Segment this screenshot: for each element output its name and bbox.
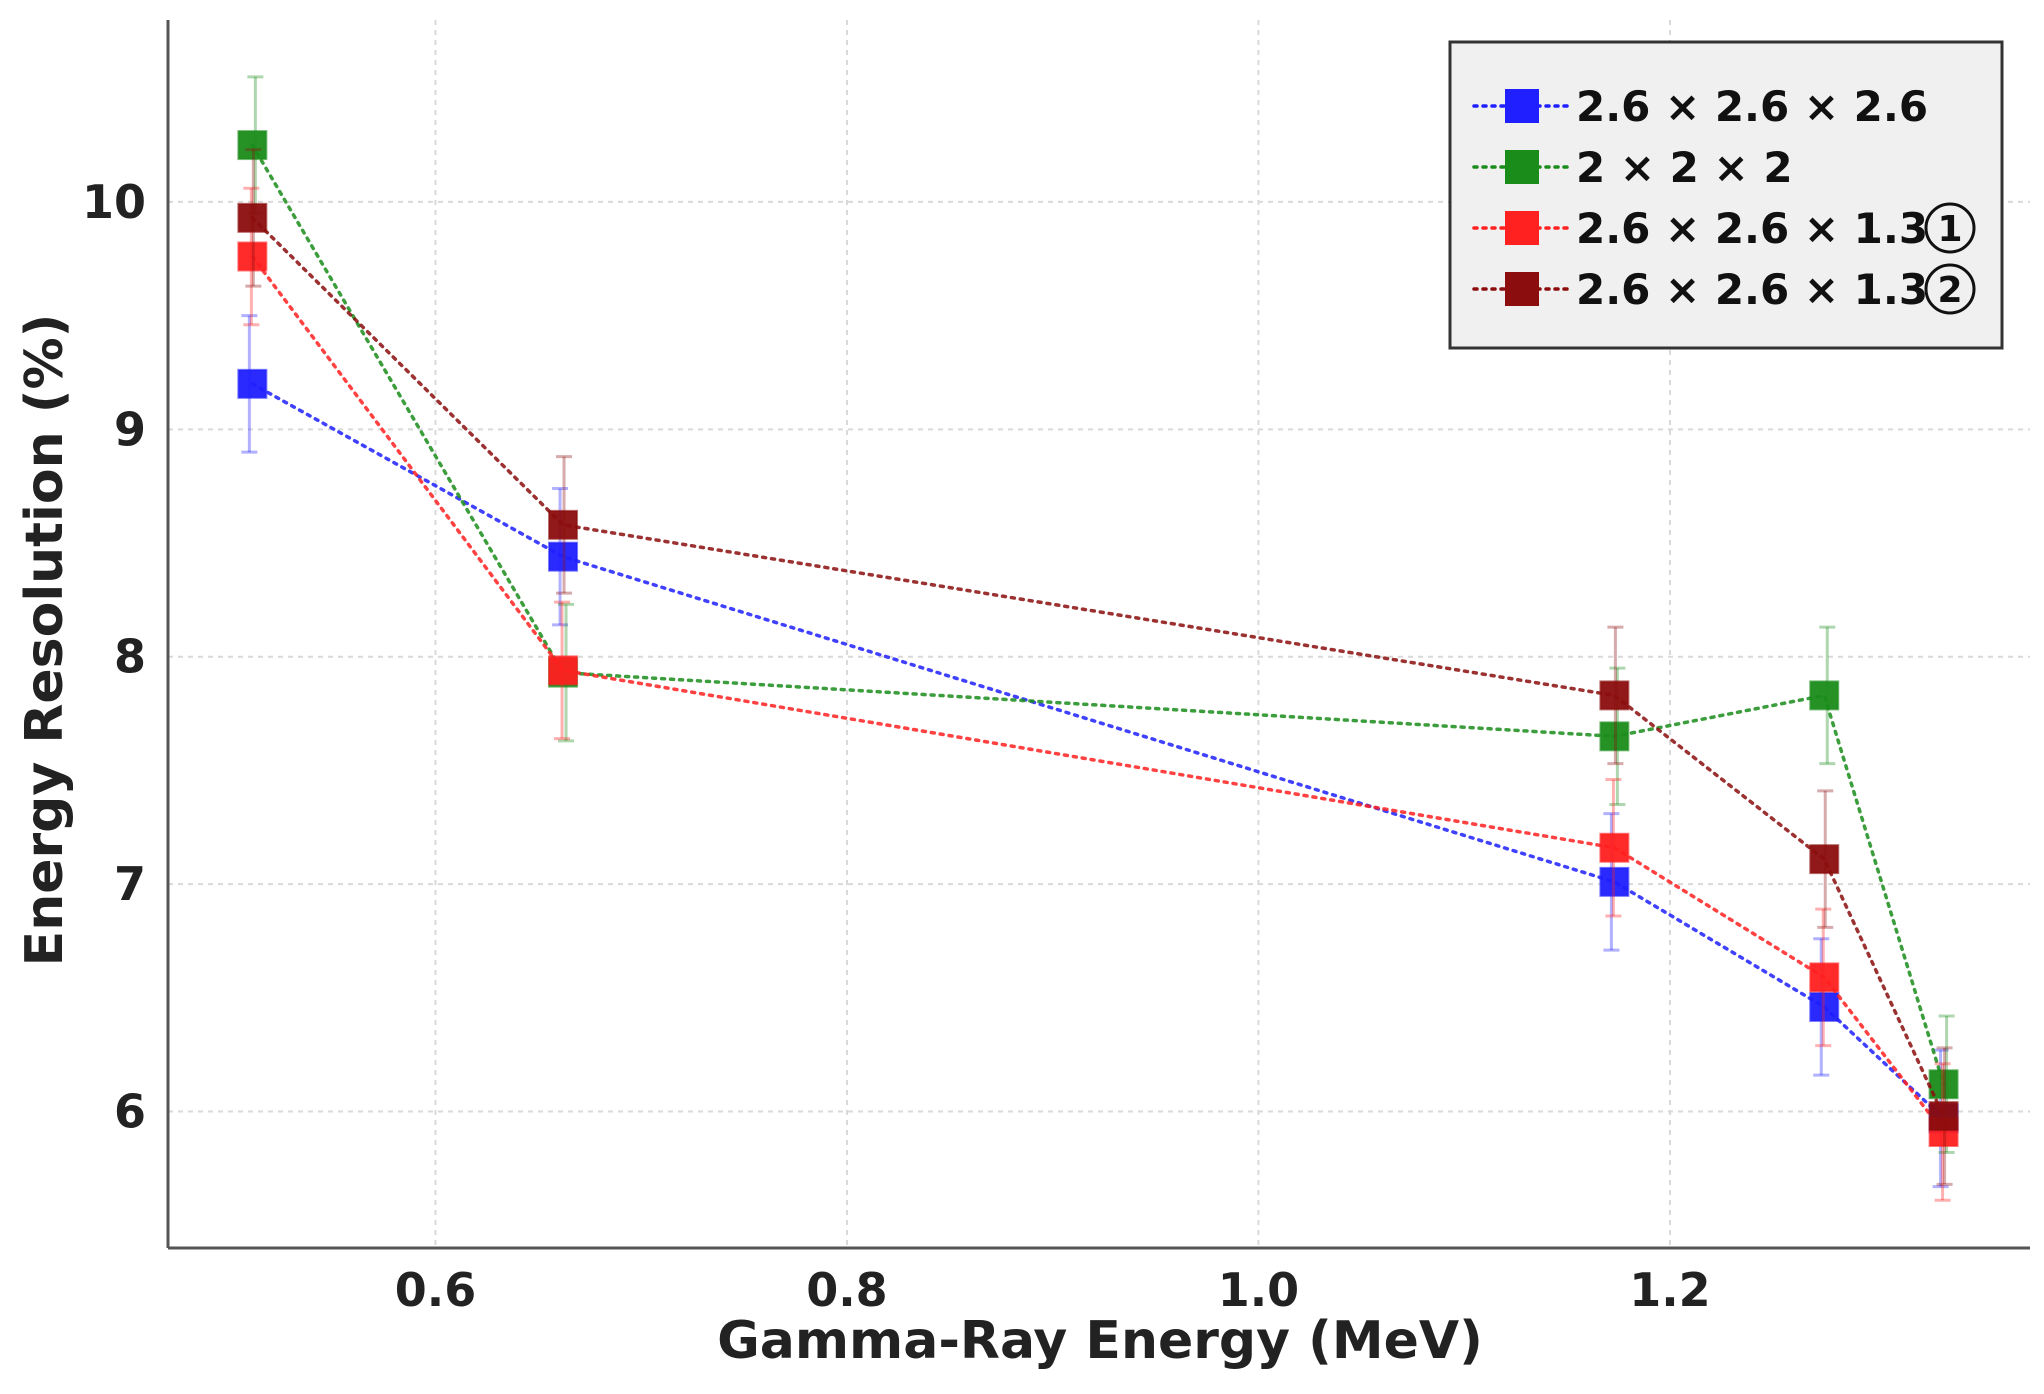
data-point (1599, 866, 1630, 897)
data-point (1809, 962, 1840, 993)
x-tick-label: 0.8 (806, 1263, 888, 1317)
axes-layer: 0.6 0.8 1.0 1.2 6 7 8 9 10 (82, 20, 2030, 1317)
x-tick-label: 1.0 (1218, 1263, 1300, 1317)
legend: 2.6 × 2.6 × 2.6 2 × 2 × 2 2.6 × 2.6 × 1.3 1… (1448, 40, 2004, 350)
legend-marker (1505, 150, 1539, 184)
x-tick-label: 1.2 (1629, 1263, 1711, 1317)
y-tick-label: 10 (82, 175, 146, 229)
data-point (1809, 991, 1840, 1022)
y-tick-label: 6 (114, 1085, 146, 1139)
legend-marker (1505, 272, 1539, 306)
legend-label: 2.6 × 2.6 × 1.3 (1576, 265, 1928, 314)
legend-entry: 2.6 × 2.6 × 1.3 2 (1472, 263, 1976, 315)
legend-circle-number: 1 (1937, 209, 1962, 250)
legend-box (1448, 40, 2004, 350)
legend-label: 2 × 2 × 2 (1576, 143, 1793, 192)
data-point (237, 241, 268, 272)
x-tick-label: 0.6 (395, 1263, 477, 1317)
legend-entry: 2.6 × 2.6 × 2.6 (1472, 82, 1928, 131)
data-point (237, 368, 268, 399)
y-tick-label: 7 (114, 857, 146, 911)
x-axis-title: Gamma-Ray Energy (MeV) (717, 1311, 1483, 1371)
legend-marker (1505, 211, 1539, 245)
legend-circle-number: 2 (1937, 270, 1962, 311)
legend-entry: 2.6 × 2.6 × 1.3 1 (1472, 202, 1976, 254)
legend-circle-badge (1924, 263, 1976, 315)
series-3 (237, 186, 1959, 1202)
y-axis-title: Energy Resolution (%) (15, 314, 75, 967)
data-point (237, 202, 268, 233)
data-point (548, 541, 579, 572)
data-point (1809, 680, 1840, 711)
data-point (548, 509, 579, 540)
data-point (1599, 832, 1630, 863)
series-line (250, 216, 1946, 1118)
data-point (237, 130, 268, 161)
data-point (548, 655, 579, 686)
legend-circle-badge (1924, 202, 1976, 254)
series-line (250, 382, 1946, 1121)
legend-entry: 2 × 2 × 2 (1472, 143, 1793, 192)
series-layer (237, 75, 1959, 1202)
data-point (1599, 680, 1630, 711)
legend-label: 2.6 × 2.6 × 2.6 (1576, 82, 1928, 131)
series-line (250, 254, 1946, 1134)
legend-label: 2.6 × 2.6 × 1.3 (1576, 204, 1928, 253)
y-tick-label: 8 (114, 630, 146, 684)
data-point (1809, 844, 1840, 875)
y-tick-label: 9 (114, 402, 146, 456)
data-point (1599, 721, 1630, 752)
series-1 (237, 314, 1959, 1189)
series-4 (237, 148, 1959, 1186)
legend-marker (1505, 89, 1539, 123)
data-point (1928, 1101, 1959, 1132)
